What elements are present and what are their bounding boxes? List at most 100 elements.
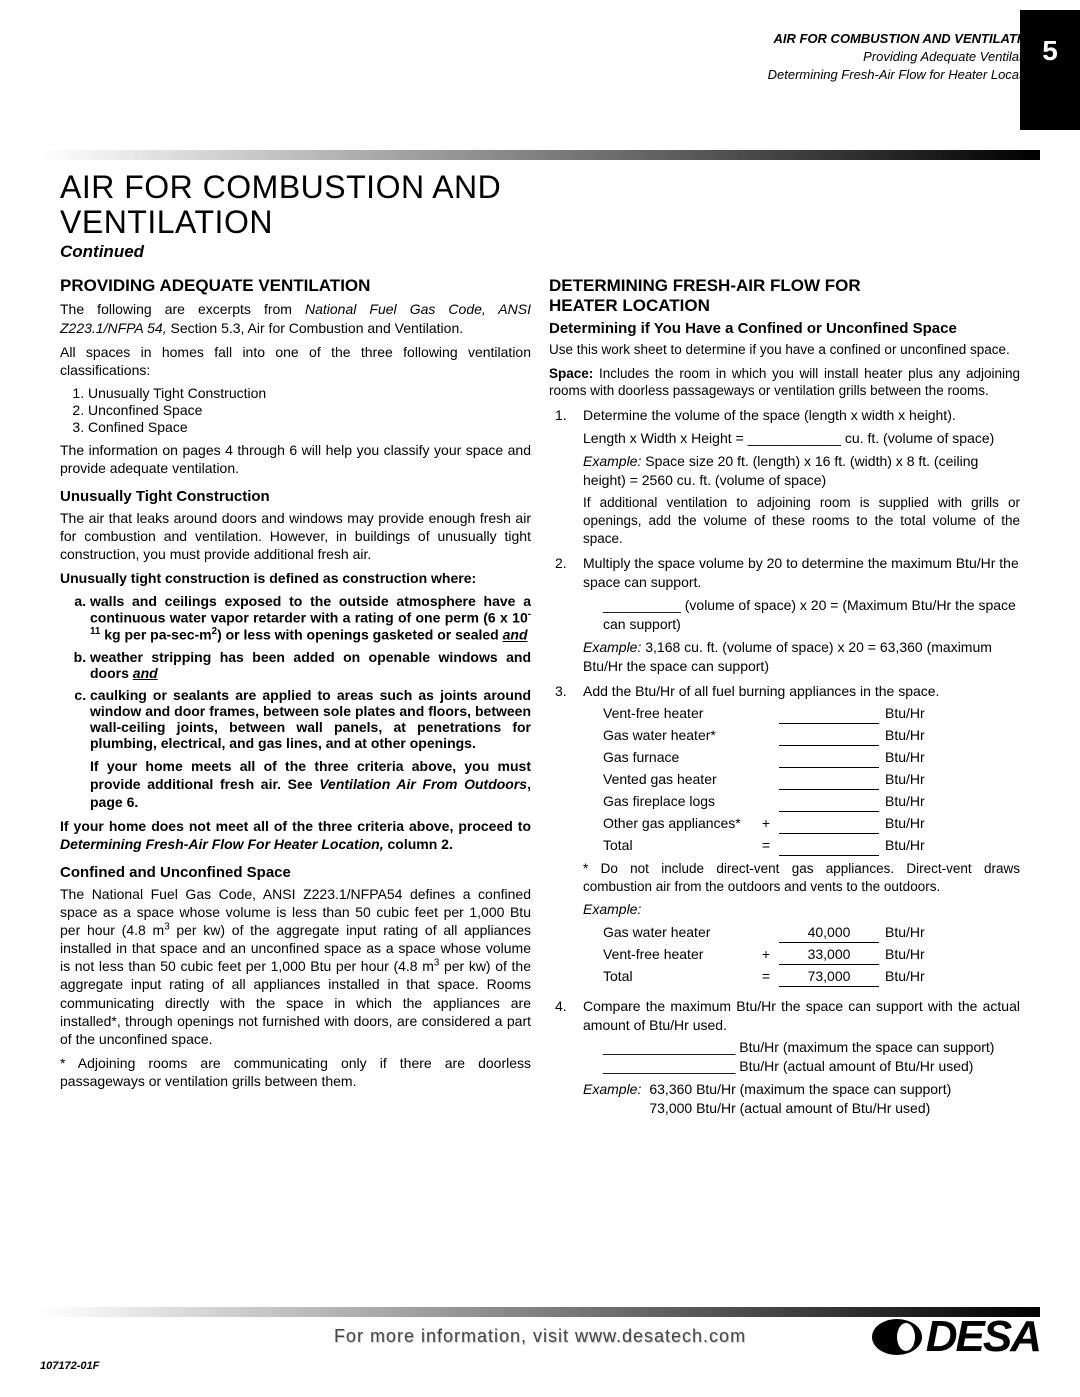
btu-value — [779, 792, 879, 812]
step1-example: Example: Space size 20 ft. (length) x 16… — [583, 452, 1020, 490]
btu-row: Vent-free heater +33,000 Btu/Hr — [603, 945, 1020, 965]
excerpt-intro: The following are excerpts from National… — [60, 300, 531, 336]
step-2: 2. Multiply the space volume by 20 to de… — [555, 554, 1020, 675]
btu-op: + — [759, 814, 773, 833]
btu-value: 73,000 — [779, 967, 879, 987]
column-left: PROVIDING ADEQUATE VENTILATION The follo… — [60, 270, 531, 1124]
tight-defined: Unusually tight construction is defined … — [60, 569, 531, 587]
step4-text: Compare the maximum Btu/Hr the space can… — [583, 997, 1020, 1035]
main-content: AIR FOR COMBUSTION AND VENTILATION Conti… — [60, 170, 1020, 1277]
header-line2: Providing Adequate Ventilation — [768, 48, 1040, 66]
page-number-tab: 5 — [1020, 10, 1080, 130]
btu-value — [779, 704, 879, 724]
step3-text: Add the Btu/Hr of all fuel burning appli… — [583, 682, 1020, 701]
btu-op: = — [759, 836, 773, 855]
btu-table: Vent-free heater Btu/HrGas water heater*… — [603, 704, 1020, 855]
btu-row: Gas fireplace logs Btu/Hr — [603, 792, 1020, 812]
tight-intro: The air that leaks around doors and wind… — [60, 509, 531, 564]
sub-tight-construction: Unusually Tight Construction — [60, 488, 531, 505]
info-pages: The information on pages 4 through 6 wil… — [60, 441, 531, 477]
btu-row: Other gas appliances*+ Btu/Hr — [603, 814, 1020, 834]
criteria-a: walls and ceilings exposed to the outsid… — [90, 593, 531, 642]
step4-line2: _________________ Btu/Hr (actual amount … — [603, 1057, 1020, 1076]
btu-label: Other gas appliances* — [603, 814, 753, 833]
step3-example-label: Example: — [583, 900, 1020, 919]
btu-op: + — [759, 945, 773, 964]
title-line2: VENTILATION — [60, 205, 1020, 240]
title-line1: AIR FOR COMBUSTION AND — [60, 170, 1020, 205]
list-item: Unconfined Space — [88, 402, 531, 418]
btu-value — [779, 814, 879, 834]
step4-ex-line2: 73,000 Btu/Hr (actual amount of Btu/Hr u… — [649, 1099, 951, 1118]
step2-formula: __________ (volume of space) x 20 = (Max… — [603, 596, 1020, 634]
header-line1: AIR FOR COMBUSTION AND VENTILATION — [768, 30, 1040, 48]
page-number: 5 — [1042, 35, 1058, 67]
btu-value — [779, 770, 879, 790]
btu-unit: Btu/Hr — [885, 748, 935, 767]
btu-unit: Btu/Hr — [885, 792, 935, 811]
btu-label: Gas furnace — [603, 748, 753, 767]
list-item: Confined Space — [88, 419, 531, 435]
sec-providing-ventilation: PROVIDING ADEQUATE VENTILATION — [60, 276, 531, 296]
btu-label: Gas water heater* — [603, 726, 753, 745]
btu-value — [779, 726, 879, 746]
step4-line1: _________________ Btu/Hr (maximum the sp… — [603, 1038, 1020, 1057]
meets-criteria: If your home meets all of the three crit… — [90, 757, 531, 812]
btu-op: = — [759, 967, 773, 986]
btu-row: Vented gas heater Btu/Hr — [603, 770, 1020, 790]
step4-ex-line1: 63,360 Btu/Hr (maximum the space can sup… — [649, 1080, 951, 1099]
btu-value: 33,000 — [779, 945, 879, 965]
logo-oval-icon — [872, 1319, 922, 1355]
worksheet-intro: Use this work sheet to determine if you … — [549, 341, 1020, 359]
sec-determining-fresh-air-b: HEATER LOCATION — [549, 296, 1020, 316]
btu-label: Total — [603, 967, 753, 986]
step-1: 1. Determine the volume of the space (le… — [555, 406, 1020, 548]
logo-text: DESA — [926, 1312, 1040, 1362]
btu-label: Vented gas heater — [603, 770, 753, 789]
btu-label: Gas fireplace logs — [603, 792, 753, 811]
space-def: Space: Includes the room in which you wi… — [549, 365, 1020, 400]
step1-note: If additional ventilation to adjoining r… — [583, 494, 1020, 549]
list-item: Unusually Tight Construction — [88, 385, 531, 401]
btu-row: Gas water heater* Btu/Hr — [603, 726, 1020, 746]
confined-def: The National Fuel Gas Code, ANSI Z223.1/… — [60, 885, 531, 1049]
btu-label: Vent-free heater — [603, 704, 753, 723]
btu-unit: Btu/Hr — [885, 770, 935, 789]
header-line3: Determining Fresh-Air Flow for Heater Lo… — [768, 66, 1040, 84]
step2-text: Multiply the space volume by 20 to deter… — [583, 554, 1020, 592]
column-right: DETERMINING FRESH-AIR FLOW FOR HEATER LO… — [549, 270, 1020, 1124]
btu-label: Total — [603, 836, 753, 855]
not-meet-criteria: If your home does not meet all of the th… — [60, 817, 531, 853]
worksheet-steps: 1. Determine the volume of the space (le… — [555, 406, 1020, 1118]
criteria-c: caulking or sealants are applied to area… — [90, 687, 531, 751]
step1-text: Determine the volume of the space (lengt… — [583, 406, 1020, 425]
classifications-intro: All spaces in homes fall into one of the… — [60, 343, 531, 379]
step3-note: * Do not include direct-vent gas applian… — [583, 860, 1020, 896]
btu-unit: Btu/Hr — [885, 945, 935, 964]
btu-row: Gas furnace Btu/Hr — [603, 748, 1020, 768]
btu-row: Total=73,000Btu/Hr — [603, 967, 1020, 987]
btu-value — [779, 836, 879, 856]
btu-value: 40,000 — [779, 923, 879, 943]
step1-formula: Length x Width x Height = ____________ c… — [583, 429, 1020, 448]
step4-example-label: Example: — [583, 1080, 641, 1118]
btu-unit: Btu/Hr — [885, 704, 935, 723]
btu-unit: Btu/Hr — [885, 836, 935, 855]
brand-logo: DESA — [872, 1312, 1040, 1362]
sec-determining-fresh-air-a: DETERMINING FRESH-AIR FLOW FOR — [549, 276, 1020, 296]
document-code: 107172-01F — [40, 1360, 99, 1372]
btu-label: Gas water heater — [603, 923, 753, 942]
sub-confined-check: Determining if You Have a Confined or Un… — [549, 320, 1020, 337]
classification-list: Unusually Tight Construction Unconfined … — [88, 385, 531, 435]
btu-row: Gas water heater40,000Btu/Hr — [603, 923, 1020, 943]
header-block: AIR FOR COMBUSTION AND VENTILATION Provi… — [768, 30, 1040, 85]
btu-unit: Btu/Hr — [885, 726, 935, 745]
criteria-b: weather stripping has been added on open… — [90, 649, 531, 681]
btu-value — [779, 748, 879, 768]
continued-label: Continued — [60, 242, 1020, 262]
top-gradient — [40, 150, 1040, 160]
btu-label: Vent-free heater — [603, 945, 753, 964]
btu-row: Vent-free heater Btu/Hr — [603, 704, 1020, 724]
step-4: 4. Compare the maximum Btu/Hr the space … — [555, 997, 1020, 1118]
btu-row: Total = Btu/Hr — [603, 836, 1020, 856]
